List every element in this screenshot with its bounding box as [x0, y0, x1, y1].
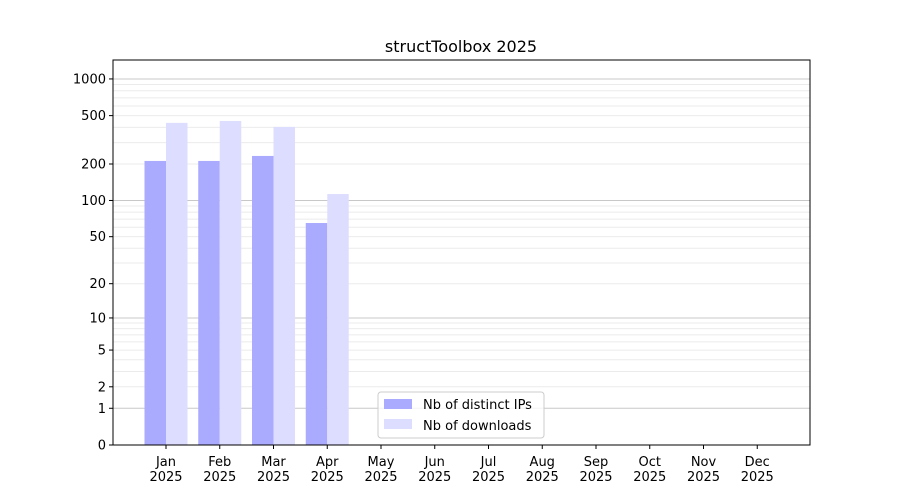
legend-box: [377, 391, 545, 439]
y-tick-label: 50: [89, 230, 106, 245]
bar-ips-0: [144, 160, 166, 445]
x-tick-label: Nov: [691, 455, 717, 470]
plot-frame: [112, 59, 811, 446]
y-tick-label: 2: [98, 380, 106, 395]
legend-swatch-ips: [384, 399, 412, 409]
bar-downloads-0: [166, 122, 188, 445]
x-tick-label: 2025: [311, 470, 344, 485]
y-tick-label: 500: [81, 109, 106, 124]
legend-swatch-downloads: [384, 419, 412, 429]
x-tick-label: Jan: [155, 455, 176, 470]
x-tick-label: 2025: [579, 470, 612, 485]
y-tick-label: 5: [98, 344, 106, 359]
bar-ips-3: [305, 223, 328, 445]
x-tick-label: 2025: [418, 470, 451, 485]
x-tick-label: 2025: [687, 470, 720, 485]
bar-downloads-3: [327, 194, 349, 445]
legend-label-ips: Nb of distinct IPs: [423, 398, 532, 413]
y-tick-label: 1000: [73, 72, 106, 87]
x-tick-label: Feb: [208, 455, 231, 470]
x-tick-label: 2025: [257, 470, 290, 485]
y-tick-label: 1: [98, 402, 106, 417]
bar-ips-1: [198, 160, 220, 445]
legend-label-downloads: Nb of downloads: [423, 419, 532, 434]
x-tick-label: May: [368, 455, 395, 470]
x-tick-label: Apr: [316, 455, 339, 470]
y-tick-label: 200: [81, 158, 106, 173]
x-tick-label: 2025: [633, 470, 666, 485]
x-tick-label: Jul: [480, 455, 497, 470]
bars: [144, 120, 349, 445]
x-tick-label: 2025: [526, 470, 559, 485]
chart-title: structToolbox 2025: [385, 37, 537, 56]
y-tick-label: 10: [89, 311, 106, 326]
x-tick-label: Jun: [424, 455, 445, 470]
x-tick-label: 2025: [364, 470, 397, 485]
legend: Nb of distinct IPs Nb of downloads: [377, 391, 545, 439]
y-tick-label: 20: [89, 277, 106, 292]
x-tick-label: Mar: [261, 455, 286, 470]
x-tick-label: Dec: [745, 455, 770, 470]
y-tick-label: 0: [98, 439, 106, 454]
y-axis: 0 1 2 5 10 20 50 100 200 500 1000: [73, 72, 113, 454]
y-tick-label: 100: [81, 194, 106, 209]
x-axis: Jan2025Feb2025Mar2025Apr2025May2025Jun20…: [149, 445, 774, 485]
bar-downloads-1: [219, 120, 242, 445]
x-tick-label: 2025: [472, 470, 505, 485]
bar-ips-2: [252, 155, 274, 445]
bar-downloads-2: [273, 126, 295, 445]
x-tick-label: Aug: [530, 455, 555, 470]
x-tick-label: 2025: [203, 470, 236, 485]
x-tick-label: 2025: [741, 470, 774, 485]
x-tick-label: Sep: [584, 455, 609, 470]
x-tick-label: 2025: [149, 470, 182, 485]
x-tick-label: Oct: [639, 455, 661, 470]
